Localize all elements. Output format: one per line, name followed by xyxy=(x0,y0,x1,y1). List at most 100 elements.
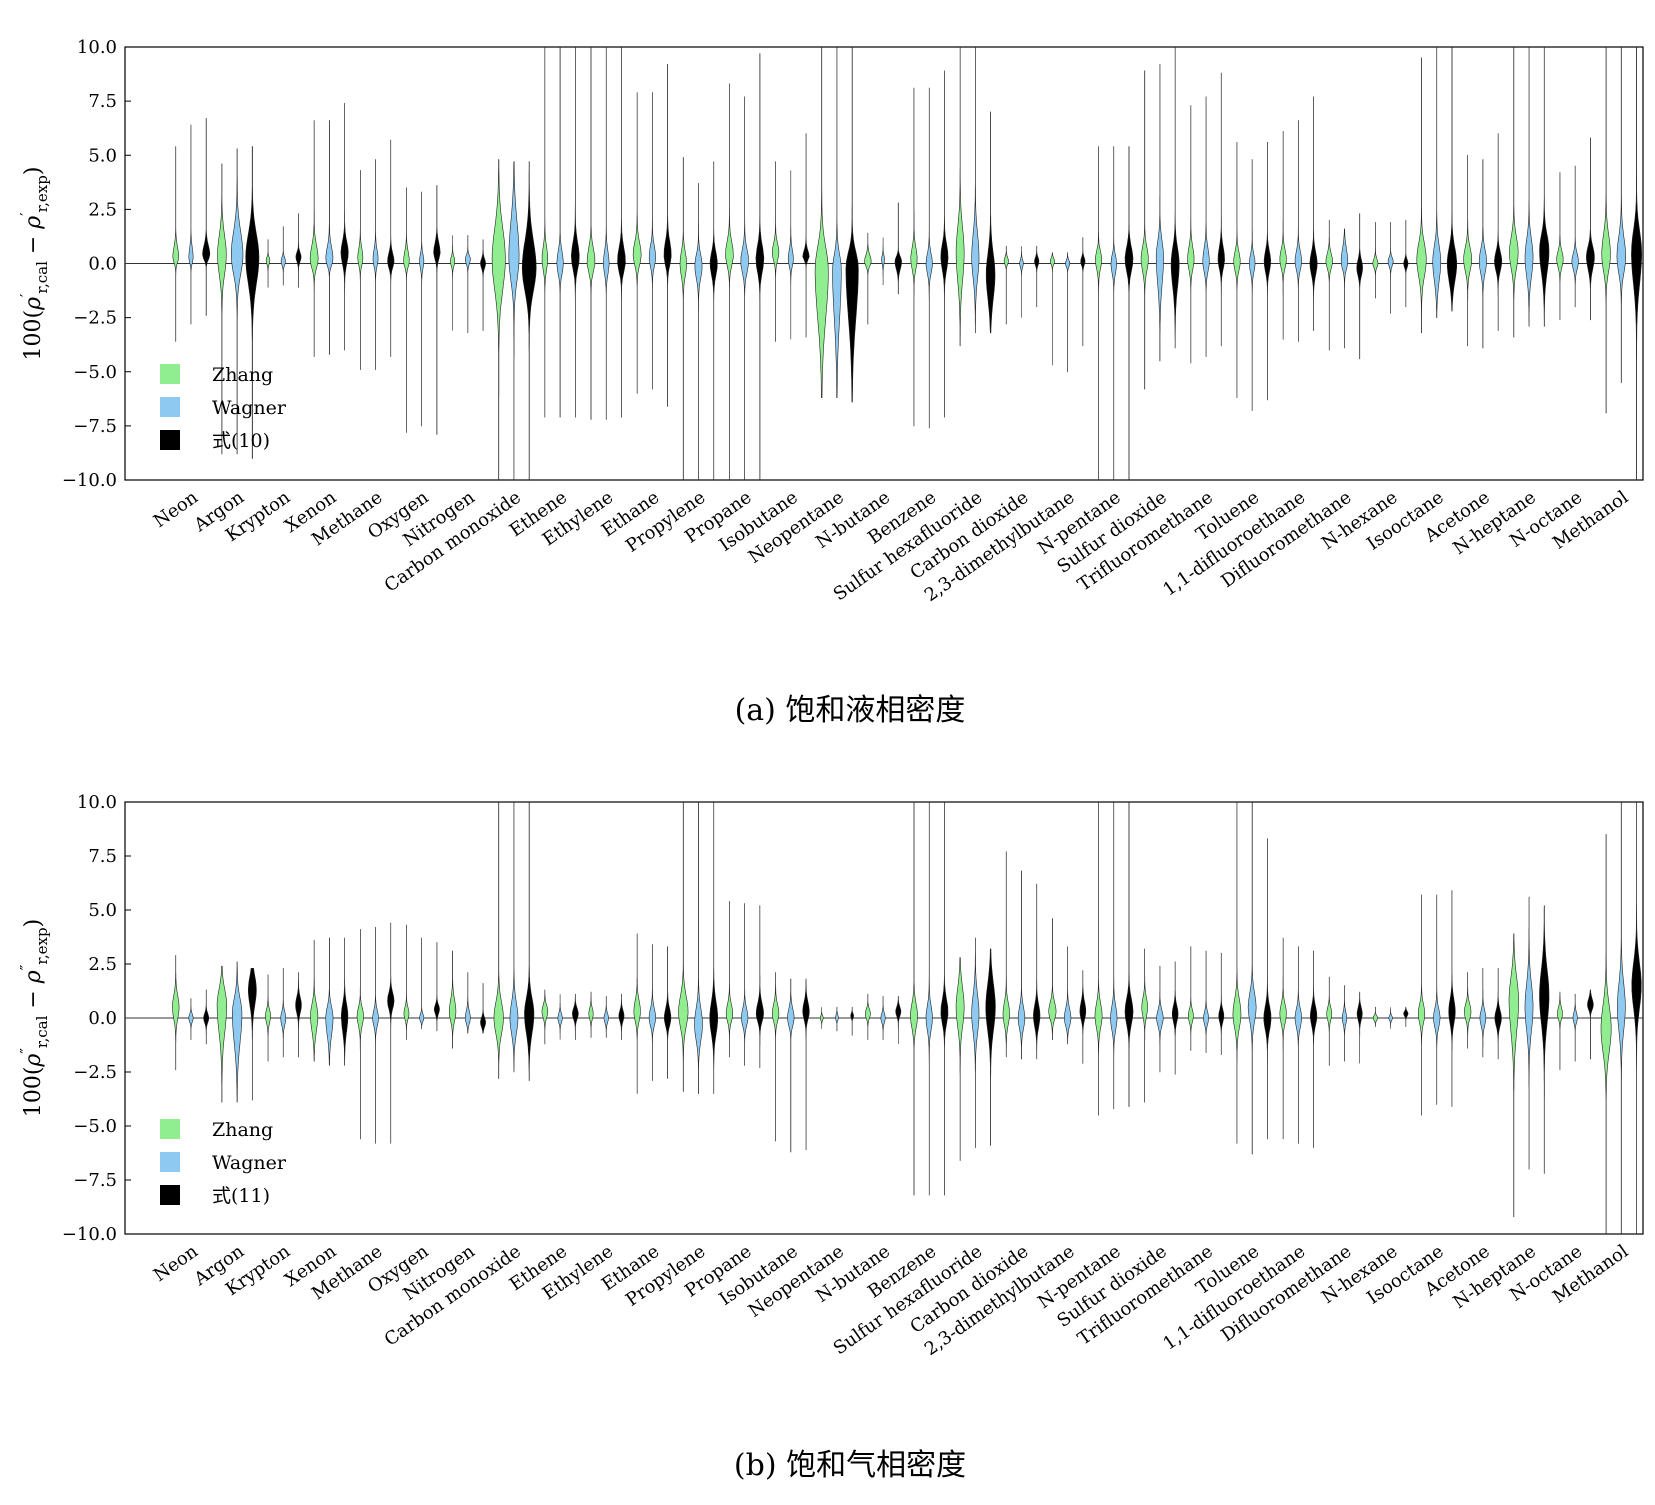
violin-wagner xyxy=(1247,801,1257,1155)
violin-zhang xyxy=(725,83,734,481)
violin-wagner xyxy=(694,801,703,1094)
violin-wagner xyxy=(1616,46,1627,383)
y-tick-label: 0.0 xyxy=(88,1008,117,1029)
violin-zhang xyxy=(1002,851,1010,1058)
y-axis-label: 100(ρ′r,cal − ρ′r,exp) xyxy=(17,167,51,361)
violin-wagner xyxy=(1294,946,1302,1144)
violin-zhang xyxy=(1372,1006,1378,1027)
violin-zhang xyxy=(771,161,780,342)
violin-10 xyxy=(985,111,996,334)
violin-zhang xyxy=(910,87,918,427)
panel-caption: (a) 饱和液相密度 xyxy=(735,693,966,728)
violin-zhang xyxy=(1048,918,1057,1040)
violin-zhang xyxy=(403,187,410,433)
violin-zhang xyxy=(541,46,549,418)
violin-wagner xyxy=(325,120,334,355)
y-tick-label: 7.5 xyxy=(88,846,117,867)
violin-10 xyxy=(1539,46,1550,327)
violin-wagner xyxy=(787,170,794,340)
violin-zhang xyxy=(1601,46,1611,414)
violin-wagner xyxy=(231,961,243,1103)
violin-11 xyxy=(663,946,672,1079)
violin-10 xyxy=(1586,137,1595,321)
violin-zhang xyxy=(771,972,780,1142)
violin-zhang xyxy=(1003,245,1009,325)
legend-swatch xyxy=(160,1119,180,1139)
violin-wagner xyxy=(1433,894,1441,1105)
violin-10 xyxy=(1217,72,1225,347)
y-tick-label: 2.5 xyxy=(88,954,117,975)
violin-11 xyxy=(1356,991,1363,1064)
violin-zhang xyxy=(1187,946,1194,1051)
y-axis-label: 100(ρ″r,cal − ρ″r,exp) xyxy=(17,919,51,1117)
violin-10 xyxy=(1170,46,1180,349)
violin-11 xyxy=(1494,967,1502,1060)
legend-label: 式(11) xyxy=(212,1185,270,1207)
violin-wagner xyxy=(740,96,749,481)
violin-wagner xyxy=(1388,1007,1393,1029)
violin-wagner xyxy=(971,937,980,1148)
violin-zhang xyxy=(310,939,319,1062)
violin-zhang xyxy=(1372,222,1379,299)
violin-zhang xyxy=(493,801,504,1079)
violin-zhang xyxy=(955,957,965,1161)
violin-zhang xyxy=(448,950,457,1049)
violin-wagner xyxy=(787,978,795,1153)
violin-11 xyxy=(709,801,719,1094)
violin-10 xyxy=(340,103,349,351)
violin-wagner xyxy=(1202,96,1210,357)
y-tick-label: 7.5 xyxy=(88,91,117,112)
violin-wagner xyxy=(971,46,980,334)
y-tick-label: −2.5 xyxy=(73,308,117,329)
violin-zhang xyxy=(1140,70,1149,390)
violin-10 xyxy=(1034,245,1040,308)
y-tick-label: −5.0 xyxy=(73,1116,117,1137)
violin-11 xyxy=(480,983,486,1034)
legend-label: Wagner xyxy=(212,397,287,419)
panel-caption: (b) 饱和气相密度 xyxy=(734,1448,966,1483)
panel-b: −10.0 −7.5 −5.0 −2.5 0.0 2.5 5.0 7.5 10.0 100(ρ″r… xyxy=(17,792,1644,1483)
violin-11 xyxy=(940,801,949,1196)
violin-11 xyxy=(340,937,349,1066)
violin-zhang xyxy=(1232,801,1242,1144)
violin-zhang xyxy=(1279,937,1287,1140)
violin-10 xyxy=(1356,213,1363,360)
violin-10 xyxy=(387,139,395,357)
violin-zhang xyxy=(541,989,549,1045)
violin-wagner xyxy=(509,801,519,1073)
violin-zhang xyxy=(678,801,689,1092)
violin-wagner xyxy=(925,801,933,1196)
violin-zhang xyxy=(1508,933,1519,1217)
violin-wagner xyxy=(1616,801,1626,1235)
violin-10 xyxy=(245,146,260,459)
y-tick-label: −5.0 xyxy=(73,362,117,383)
violin-wagner xyxy=(1342,985,1347,1062)
violin-wagner xyxy=(1019,246,1024,318)
violin-11 xyxy=(1403,1006,1409,1027)
violin-10 xyxy=(1263,142,1272,401)
violin-zhang xyxy=(864,993,871,1040)
y-tick-label: 10.0 xyxy=(77,792,117,813)
violin-wagner xyxy=(280,226,286,286)
violin-zhang xyxy=(1416,57,1427,334)
violin-wagner xyxy=(1156,965,1164,1073)
legend-swatch xyxy=(160,1185,180,1205)
violin-wagner xyxy=(464,972,471,1034)
violin-wagner xyxy=(835,1006,839,1032)
violin-10 xyxy=(617,46,626,418)
violin-wagner xyxy=(508,161,520,481)
y-tick-label: 0.0 xyxy=(88,254,117,275)
violin-zhang xyxy=(819,1007,824,1029)
violin-wagner xyxy=(1479,967,1487,1058)
violin-zhang xyxy=(1233,142,1241,399)
violin-wagner xyxy=(419,191,425,427)
violin-wagner xyxy=(1524,46,1534,327)
violin-11 xyxy=(1309,950,1318,1148)
violin-11 xyxy=(1218,952,1225,1055)
violin-11 xyxy=(203,989,210,1045)
y-tick-label: −10.0 xyxy=(62,1224,117,1245)
violin-wagner xyxy=(881,237,885,286)
violin-zhang xyxy=(450,235,456,331)
legend-label: 式(10) xyxy=(212,430,270,452)
